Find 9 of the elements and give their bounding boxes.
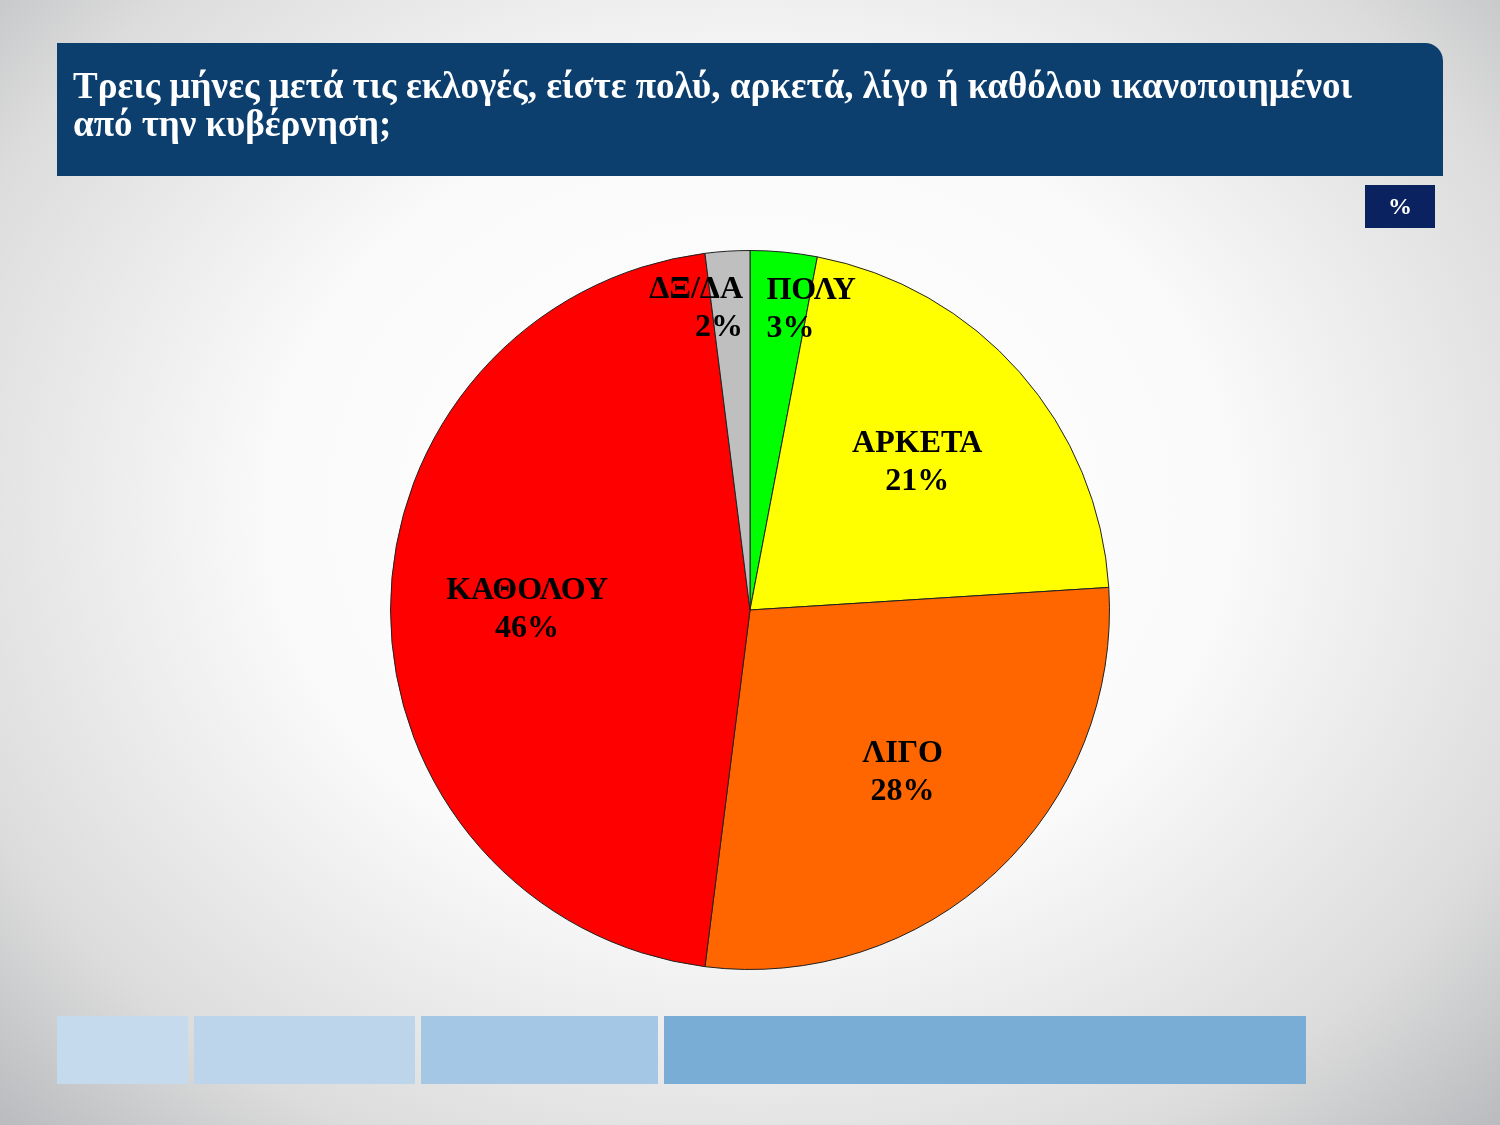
chart-title: Τρεις μήνες μετά τις εκλογές, είστε πολύ, αρκετά, λίγο ή καθόλου ικανοποιημένοι από την κυβέρνηση; [73, 65, 1354, 144]
slice-label: ΑΡΚΕΤΑ [852, 422, 983, 459]
data-label: 28% [870, 770, 935, 807]
slice-label: ΠΟΛΥ [766, 269, 856, 306]
text: % [1388, 193, 1412, 220]
slice-label: ΛΙΓΟ [862, 732, 943, 769]
data-label: 21% [885, 460, 950, 497]
slice-label: ΚΑΘΟΛΟΥ [446, 570, 609, 607]
data-label: 46% [495, 608, 560, 645]
